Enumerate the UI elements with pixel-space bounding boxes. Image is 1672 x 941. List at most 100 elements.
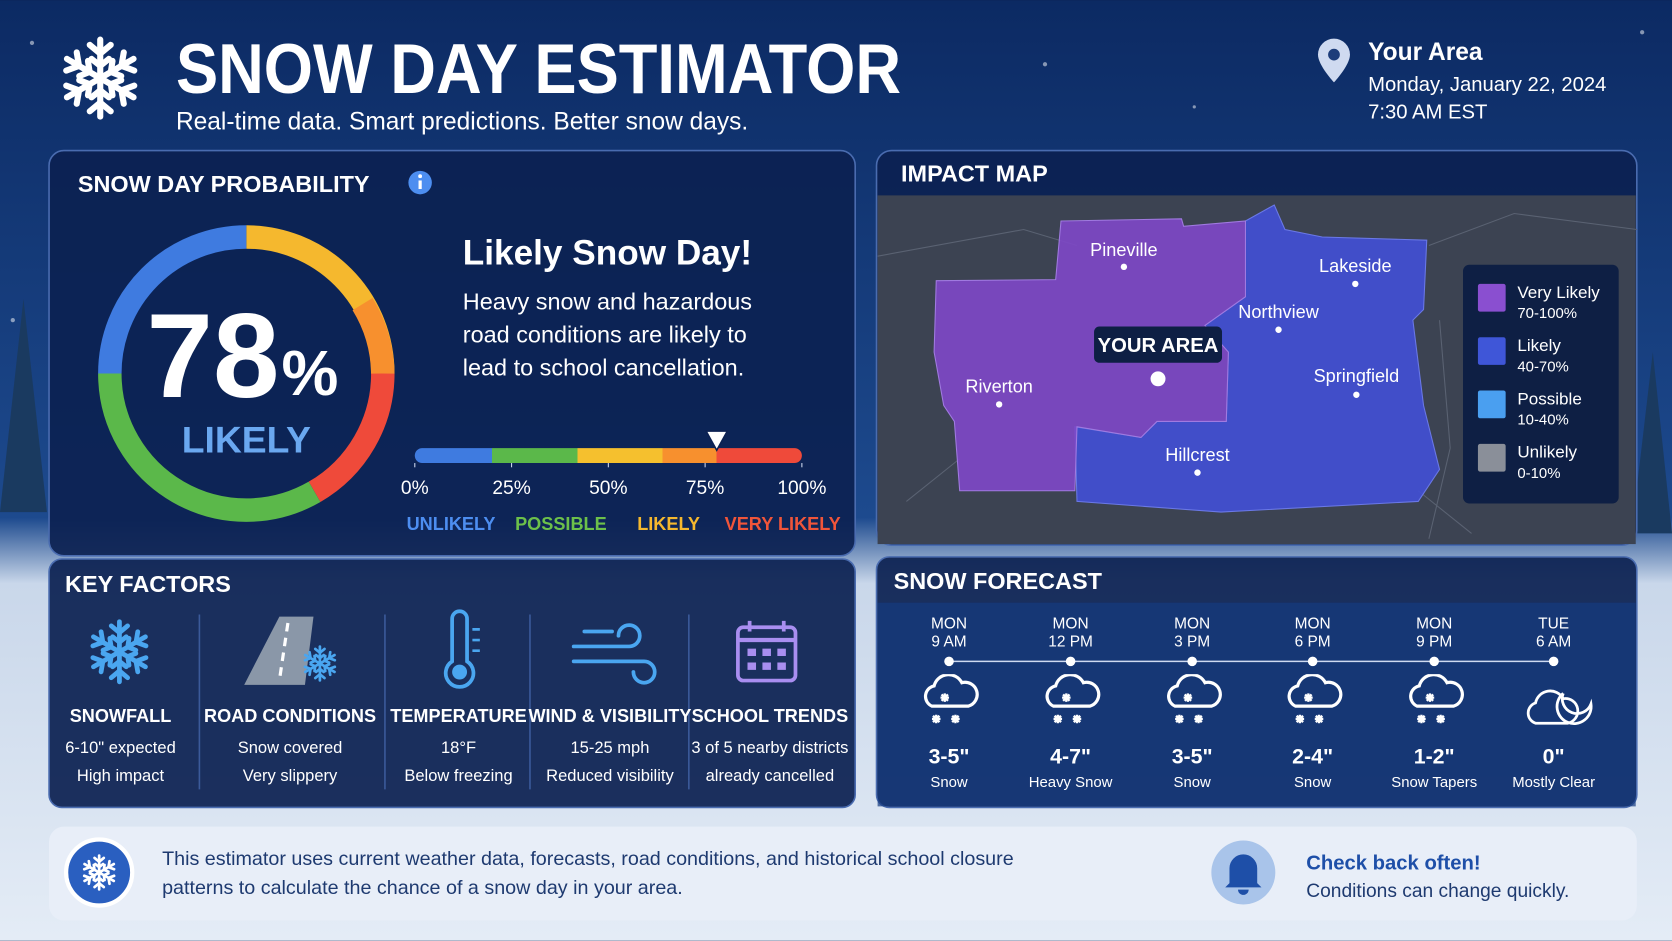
- period-amount: 3-5": [929, 745, 970, 769]
- your-area-dot: [1150, 371, 1166, 387]
- legend-swatch: [1477, 337, 1506, 365]
- period-condition: Snow Tapers: [1391, 774, 1477, 791]
- calendar-icon: [736, 625, 798, 683]
- scale-band-label: VERY LIKELY: [725, 514, 841, 534]
- period-amount: 3-5": [1172, 745, 1213, 769]
- factor-detail: Reduced visibility: [546, 766, 674, 785]
- town-label: Springfield: [1314, 366, 1400, 386]
- scale-bar: [414, 448, 802, 464]
- ring-segment: [98, 225, 247, 374]
- ring-segment: [352, 298, 395, 374]
- forecast-body: [877, 602, 1636, 807]
- ring-segment: [308, 373, 395, 502]
- factor-name: ROAD CONDITIONS: [204, 706, 376, 726]
- legend-name: Possible: [1517, 389, 1581, 408]
- footer: Check back often! Conditions can change …: [49, 826, 1637, 921]
- app-title: SNOW DAY ESTIMATOR: [176, 29, 901, 108]
- ring-segment: [98, 373, 321, 522]
- town-dot: [1120, 263, 1128, 271]
- town-label: Pineville: [1090, 240, 1157, 260]
- period-time: 9 PM: [1416, 633, 1452, 650]
- town-dot: [1352, 280, 1359, 288]
- factor-detail: Snow covered: [238, 738, 343, 757]
- period-day: MON: [1295, 615, 1331, 632]
- gauge-ring: [98, 225, 395, 522]
- speck: [1042, 62, 1048, 67]
- probability-unit: %: [282, 337, 339, 409]
- your-area-label: YOUR AREA: [1098, 335, 1219, 357]
- speck: [10, 318, 15, 323]
- period-condition: Snow: [1294, 774, 1332, 791]
- timeline-dot: [944, 656, 954, 667]
- legend-name: Unlikely: [1517, 443, 1577, 462]
- probability-level: LIKELY: [182, 418, 311, 460]
- dividers: [198, 614, 690, 790]
- description-line: Heavy snow and hazardous: [463, 288, 752, 314]
- town-label: Riverton: [965, 377, 1032, 397]
- legend-swatch: [1477, 283, 1506, 312]
- town-label: Lakeside: [1319, 256, 1392, 276]
- speck: [1192, 105, 1196, 109]
- factor-detail: 3 of 5 nearby districts: [691, 738, 848, 757]
- period-amount: 1-2": [1414, 745, 1455, 769]
- legend-range: 40-70%: [1517, 358, 1568, 375]
- bell-icon[interactable]: [1225, 854, 1262, 895]
- period-day: MON: [1416, 615, 1452, 632]
- your-area-tag: [1094, 326, 1223, 363]
- period-time: 6 PM: [1295, 633, 1331, 650]
- factor-detail: Below freezing: [404, 766, 512, 785]
- footer-note: patterns to calculate the chance of a sn…: [162, 877, 683, 899]
- location-pin-dot: [1328, 48, 1340, 61]
- town-label: Northview: [1238, 302, 1319, 322]
- reminder-text: Conditions can change quickly.: [1306, 881, 1569, 902]
- probability-value: 78: [147, 290, 280, 423]
- panel-title: IMPACT MAP: [901, 161, 1048, 187]
- town-dot: [1353, 391, 1360, 398]
- period-time: 3 PM: [1174, 633, 1210, 650]
- map-roads: [877, 212, 1637, 539]
- thermometer-ticks: [472, 628, 480, 653]
- scale-tick-label: 25%: [492, 478, 530, 499]
- road-icon: [244, 616, 314, 685]
- timeline-dot: [1429, 656, 1440, 667]
- timeline-dot: [1065, 656, 1076, 667]
- legend-range: 70-100%: [1517, 305, 1577, 322]
- period-condition: Heavy Snow: [1029, 774, 1113, 791]
- period-amount: 4-7": [1050, 745, 1091, 769]
- scale-tick-label: 50%: [589, 478, 627, 499]
- description-line: road conditions are likely to: [463, 322, 747, 348]
- period-day: MON: [931, 615, 967, 632]
- panel-title: KEY FACTORS: [65, 571, 231, 597]
- period-condition: Mostly Clear: [1512, 774, 1595, 791]
- factor-detail: 15-25 mph: [570, 738, 649, 757]
- scale-tick-label: 100%: [777, 478, 826, 499]
- headline: Likely Snow Day!: [463, 234, 752, 273]
- factor-name: TEMPERATURE: [390, 706, 526, 726]
- town-dot: [1275, 326, 1282, 333]
- town-dot: [995, 401, 1003, 408]
- panel-title: SNOW FORECAST: [894, 568, 1103, 594]
- period-day: MON: [1053, 615, 1089, 632]
- factor-name: SNOWFALL: [70, 706, 172, 726]
- speck: [29, 40, 35, 46]
- legend-swatch: [1477, 443, 1506, 472]
- tree: [0, 298, 47, 513]
- period-condition: Snow: [930, 774, 968, 791]
- factor-detail: High impact: [77, 766, 165, 785]
- key-factors-panel: KEY FACTORS SNOWFALL 6-10" expected High i…: [48, 558, 856, 809]
- factor-detail: Very slippery: [243, 766, 338, 785]
- time: 7:30 AM EST: [1368, 102, 1487, 124]
- panel-title: SNOW DAY PROBABILITY: [78, 171, 370, 197]
- location: Your Area: [1368, 39, 1483, 66]
- legend-name: Very Likely: [1517, 283, 1600, 302]
- period-amount: 2-4": [1292, 745, 1333, 769]
- thermometer-icon: [443, 609, 476, 689]
- scale-tick-label: 75%: [686, 478, 724, 499]
- probability-panel: SNOW DAY PROBABILITY 78 % LIKELY Likely …: [48, 149, 856, 557]
- period-time: 6 AM: [1536, 633, 1571, 650]
- legend-swatch: [1477, 390, 1506, 419]
- factor-detail: 6-10" expected: [65, 738, 176, 757]
